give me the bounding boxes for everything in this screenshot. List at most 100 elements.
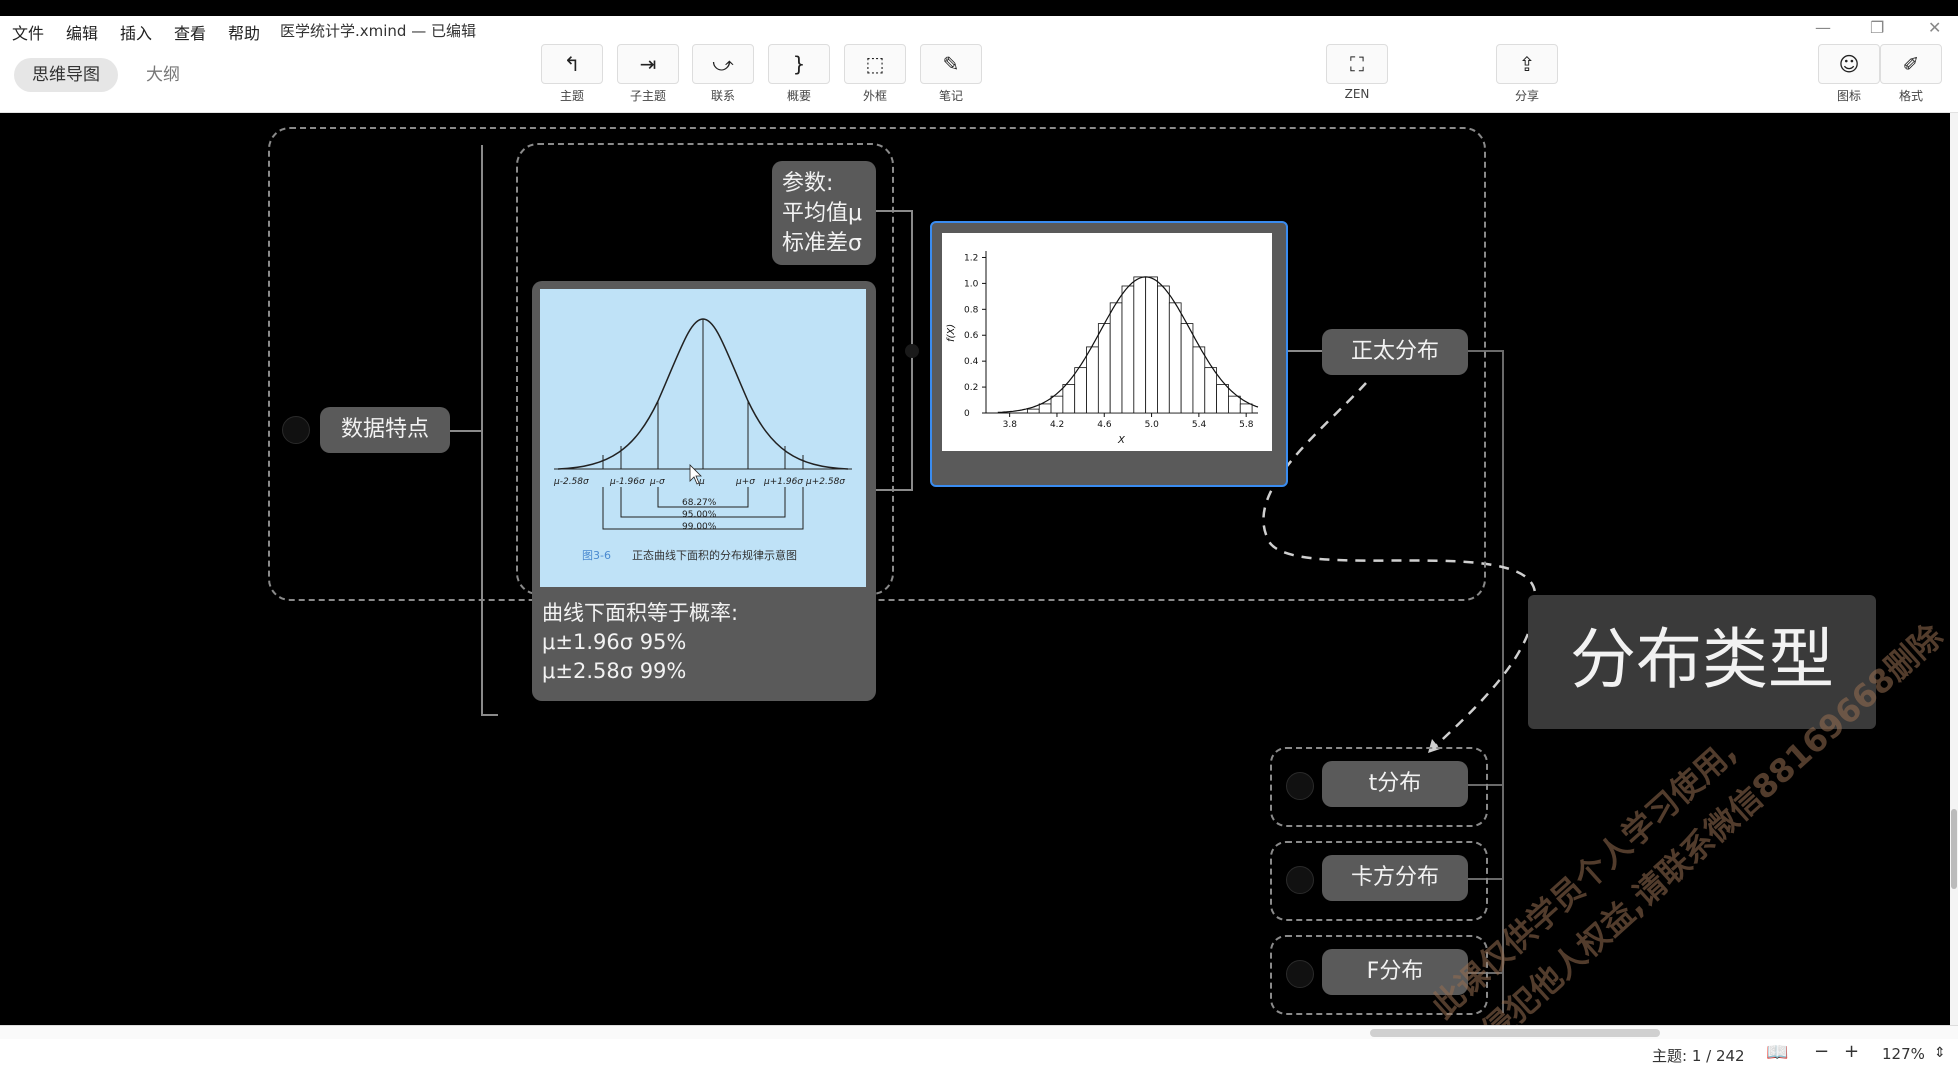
t-boundary[interactable] <box>1270 747 1488 827</box>
minimize-icon[interactable]: — <box>1815 18 1831 37</box>
zoom-stepper-icon[interactable]: ⇕ <box>1934 1045 1946 1061</box>
tick-1: μ-2.58σ <box>553 477 589 487</box>
smiley-icon: ☺ <box>1818 44 1880 84</box>
histogram-bar <box>1216 384 1229 414</box>
topic-chi-square-distribution[interactable]: 卡方分布 <box>1322 855 1468 901</box>
boundary-button[interactable]: ⬚ 外框 <box>844 44 906 104</box>
histogram-bar <box>1228 395 1241 414</box>
restore-icon[interactable]: ❐ <box>1870 18 1885 37</box>
x-tick-label: 3.8 <box>1003 420 1018 430</box>
mindmap-canvas[interactable]: 数据特点 参数: 平均值μ 标准差σ μ-2.58σ μ-1.96σ μ-σ μ… <box>0 113 1950 1025</box>
zoom-in-icon[interactable]: + <box>1844 1041 1860 1062</box>
boundary-label: 外框 <box>862 89 887 103</box>
histogram-bar <box>1038 403 1052 414</box>
mouse-cursor-icon <box>689 464 702 485</box>
document-title: 医学统计学.xmind — 已编辑 <box>280 22 476 40</box>
figure-number: 图3-6 <box>582 549 611 562</box>
histogram-bar <box>1157 285 1170 414</box>
topic-count: 主题: 1 / 242 <box>1652 1047 1745 1065</box>
menu-view[interactable]: 查看 <box>174 24 207 43</box>
histogram-bar <box>1086 346 1099 414</box>
y-tick-label: 1.2 <box>964 253 978 263</box>
topic-normal-curve-image[interactable]: μ-2.58σ μ-1.96σ μ-σ μ μ+σ μ+1.96σ μ+2.58… <box>532 281 876 701</box>
histogram-svg: 3.8 4.2 4.6 5.0 5.4 5.8 0 0.2 0.4 0.6 0.8 1.0 1.2 Xf(… <box>946 251 1259 446</box>
vertical-scrollbar[interactable] <box>1950 113 1958 1025</box>
tab-outline[interactable]: 大纲 <box>146 65 180 85</box>
zen-label: ZEN <box>1344 87 1370 101</box>
icon-panel-label: 图标 <box>1836 89 1861 103</box>
menu-help[interactable]: 帮助 <box>228 24 261 43</box>
subtopic-icon: ⇥ <box>617 44 679 84</box>
topic-normal-distribution[interactable]: 正太分布 <box>1322 329 1468 375</box>
summary-button[interactable]: } 概要 <box>768 44 830 104</box>
share-button[interactable]: ⇪ 分享 <box>1496 44 1558 104</box>
horizontal-scroll-thumb[interactable] <box>1370 1029 1660 1037</box>
y-tick-label: 0.4 <box>964 357 979 367</box>
relationship-button[interactable]: ⤻ 联系 <box>692 44 754 104</box>
tick-4: μ <box>698 477 705 487</box>
topic-icon: ↰ <box>541 44 603 84</box>
topic-f-distribution[interactable]: F分布 <box>1322 949 1468 995</box>
book-icon[interactable]: 📖 <box>1766 1042 1789 1063</box>
icon-panel-button[interactable]: ☺ 图标 <box>1818 44 1880 104</box>
zoom-out-icon[interactable]: − <box>1814 1041 1830 1062</box>
histogram-bar <box>1121 285 1135 414</box>
topic-button[interactable]: ↰ 主题 <box>541 44 603 104</box>
close-icon[interactable]: ✕ <box>1928 18 1942 37</box>
normal-curve-svg: μ-2.58σ μ-1.96σ μ-σ μ μ+σ μ+1.96σ μ+2.58… <box>553 318 852 562</box>
topic-params[interactable]: 参数: 平均值μ 标准差σ <box>772 161 876 265</box>
app-header: 文件 编辑 插入 查看 帮助 医学统计学.xmind — 已编辑 — ❐ ✕ 思… <box>0 16 1958 113</box>
format-panel-button[interactable]: ✐ 格式 <box>1880 44 1942 104</box>
band-99: 99.00% <box>682 522 717 532</box>
menu-edit[interactable]: 编辑 <box>66 24 99 43</box>
figure-caption: 正态曲线下面积的分布规律示意图 <box>632 548 797 562</box>
y-tick-label: 0.6 <box>964 331 979 341</box>
tick-6: μ+1.96σ <box>763 477 803 487</box>
tick-7: μ+2.58σ <box>805 477 845 487</box>
menu-file[interactable]: 文件 <box>12 24 45 43</box>
share-label: 分享 <box>1514 89 1539 103</box>
collapse-handle[interactable] <box>282 416 310 444</box>
summary-brace-icon: } <box>768 44 830 84</box>
x-tick-label: 5.0 <box>1145 420 1160 430</box>
topic-t-distribution[interactable]: t分布 <box>1322 761 1468 807</box>
y-axis-label: f(X) <box>946 324 957 342</box>
vertical-scroll-thumb[interactable] <box>1951 809 1957 889</box>
tick-3: μ-σ <box>649 477 665 487</box>
histogram-bar <box>1180 323 1194 414</box>
format-panel-label: 格式 <box>1898 89 1923 103</box>
f-boundary[interactable] <box>1270 935 1488 1015</box>
zen-button[interactable]: ⛶ ZEN <box>1326 44 1388 101</box>
zoom-level[interactable]: 127% <box>1882 1045 1925 1063</box>
x-tick-label: 4.2 <box>1050 420 1064 430</box>
histogram-bar <box>1109 302 1123 414</box>
status-bar: 主题: 1 / 242 📖 − + 127% ⇕ <box>0 1039 1958 1068</box>
chi-collapse-handle[interactable] <box>1286 866 1314 894</box>
note-button[interactable]: ✎ 笔记 <box>920 44 982 104</box>
histogram-bar <box>1133 276 1147 414</box>
histogram-bar <box>1026 408 1040 414</box>
topic-label: 主题 <box>559 89 584 103</box>
histogram-bar <box>1192 346 1206 414</box>
normal-curve-figure: μ-2.58σ μ-1.96σ μ-σ μ μ+σ μ+1.96σ μ+2.58… <box>540 289 866 587</box>
menu-insert[interactable]: 插入 <box>120 24 153 43</box>
subtopic-button[interactable]: ⇥ 子主题 <box>617 44 679 104</box>
t-collapse-handle[interactable] <box>1286 772 1314 800</box>
subtopic-label: 子主题 <box>629 89 666 103</box>
x-tick-label: 5.8 <box>1239 420 1254 430</box>
format-brush-icon: ✐ <box>1880 44 1942 84</box>
topic-data-features[interactable]: 数据特点 <box>320 407 450 453</box>
density-curve <box>997 276 1259 413</box>
f-collapse-handle[interactable] <box>1286 960 1314 988</box>
floating-topic-distribution-types[interactable]: 分布类型 <box>1528 595 1876 729</box>
fullscreen-icon: ⛶ <box>1326 44 1388 84</box>
horizontal-scrollbar[interactable] <box>0 1025 1958 1040</box>
chi-boundary[interactable] <box>1270 841 1488 921</box>
histogram-bar <box>1145 276 1158 414</box>
note-label: 笔记 <box>938 89 963 103</box>
outer-boundary[interactable] <box>268 127 1486 601</box>
tab-mindmap[interactable]: 思维导图 <box>14 58 118 92</box>
summary-label: 概要 <box>786 89 811 103</box>
